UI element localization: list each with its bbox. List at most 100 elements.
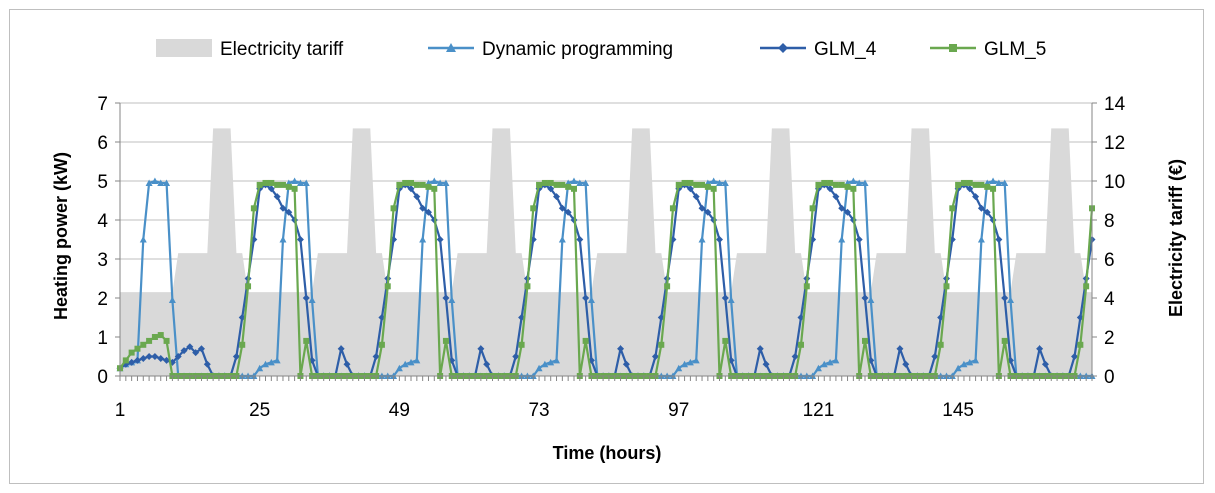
y2-tick-label: 2 xyxy=(1104,328,1115,349)
dp-point xyxy=(861,179,869,186)
glm5-point xyxy=(274,181,281,188)
tariff-series-area xyxy=(120,128,1092,376)
dp-point xyxy=(570,177,578,184)
glm4-point xyxy=(547,185,555,193)
dp-point xyxy=(145,179,153,186)
glm5-point xyxy=(256,181,263,188)
glm4-point xyxy=(838,204,846,212)
glm5-point xyxy=(262,179,269,186)
dp-point xyxy=(587,296,595,303)
glm5-point xyxy=(279,181,286,188)
glm4-point xyxy=(826,185,834,193)
glm4-point xyxy=(424,208,432,216)
dp-point xyxy=(995,179,1003,186)
glm5-point xyxy=(704,183,711,190)
glm5-point xyxy=(268,179,275,186)
dp-point xyxy=(535,364,543,372)
glm5-point xyxy=(442,337,449,344)
x-tick-label: 49 xyxy=(389,400,410,421)
legend-item-dp[interactable]: Dynamic programming xyxy=(428,39,673,60)
glm4-point xyxy=(1041,360,1049,368)
glm4-point xyxy=(844,208,852,216)
dp-point xyxy=(675,364,683,372)
glm4-point xyxy=(1036,345,1044,353)
glm5-point xyxy=(722,337,729,344)
glm4-point xyxy=(139,354,147,362)
glm5-point xyxy=(559,181,566,188)
glm4-point xyxy=(692,193,700,201)
glm5-point xyxy=(413,181,420,188)
glm5-point xyxy=(664,283,671,290)
dp-point xyxy=(977,236,985,243)
y-tick-label: 1 xyxy=(97,328,108,349)
glm5-point xyxy=(1083,283,1090,290)
glm4-point xyxy=(197,345,205,353)
glm4-point xyxy=(192,349,200,357)
glm4-point xyxy=(564,208,572,216)
dp-point xyxy=(960,360,968,368)
y2-axis-title: Electricity tariff (€) xyxy=(1166,159,1186,317)
glm4-point xyxy=(413,193,421,201)
glm5-point xyxy=(122,357,129,364)
glm4-point xyxy=(582,294,590,302)
chart-frame xyxy=(9,9,1204,484)
y2-tick-label: 14 xyxy=(1104,94,1126,115)
glm4-point xyxy=(832,193,840,201)
x-tick-label: 25 xyxy=(249,400,270,421)
glm5-point xyxy=(570,185,577,192)
glm5-point xyxy=(530,205,537,212)
dp-point xyxy=(448,296,456,303)
legend-item-glm4[interactable]: GLM_4 xyxy=(760,39,877,60)
legend-item-tariff[interactable]: Electricity tariff xyxy=(156,39,344,60)
dp-point xyxy=(139,236,147,243)
dp-point xyxy=(954,364,962,372)
glm5-point xyxy=(408,179,415,186)
glm4-point xyxy=(512,353,520,360)
glm4-point xyxy=(343,360,351,368)
glm4-point xyxy=(337,345,345,353)
glm4-point xyxy=(855,236,863,243)
x-tick-label: 1 xyxy=(115,400,126,421)
dp-point xyxy=(395,364,403,372)
legend[interactable]: Electricity tariff Dynamic programming GLM… xyxy=(156,39,1046,60)
glm5-point xyxy=(960,179,967,186)
dp-point xyxy=(262,360,270,368)
dp-point xyxy=(168,296,176,303)
glm4-point xyxy=(302,294,310,302)
glm4-point xyxy=(133,356,141,364)
glm4-point xyxy=(558,204,566,212)
glm5-point xyxy=(163,337,170,344)
glm5-point xyxy=(1001,337,1008,344)
glm5-point xyxy=(675,181,682,188)
dp-point xyxy=(681,360,689,368)
glm4-point xyxy=(232,353,240,360)
dp-point xyxy=(849,177,857,184)
dp-point xyxy=(686,358,694,366)
dp-point xyxy=(966,358,974,366)
glm4-point xyxy=(273,193,281,201)
glm4-point xyxy=(157,354,165,362)
glm4-point xyxy=(279,204,287,212)
dp-point xyxy=(1001,179,1009,186)
glm5-point xyxy=(146,337,153,344)
dp-point xyxy=(692,356,700,364)
dp-point xyxy=(867,296,875,303)
dp-point xyxy=(855,179,863,186)
glm5-point xyxy=(710,185,717,192)
dp-point xyxy=(256,364,264,372)
dp-point xyxy=(820,360,828,368)
dp-point xyxy=(163,179,171,186)
glm4-point xyxy=(686,185,694,193)
glm4-point xyxy=(186,343,194,351)
glm5-point xyxy=(134,345,141,352)
legend-item-glm5[interactable]: GLM_5 xyxy=(930,39,1046,60)
glm5-point xyxy=(140,341,147,348)
glm4-point xyxy=(285,208,293,216)
glm4-point xyxy=(896,345,904,353)
glm5-point xyxy=(384,283,391,290)
dp-point xyxy=(273,356,281,364)
glm5-point xyxy=(524,283,531,290)
glm5-point xyxy=(821,179,828,186)
dp-point xyxy=(547,358,555,366)
